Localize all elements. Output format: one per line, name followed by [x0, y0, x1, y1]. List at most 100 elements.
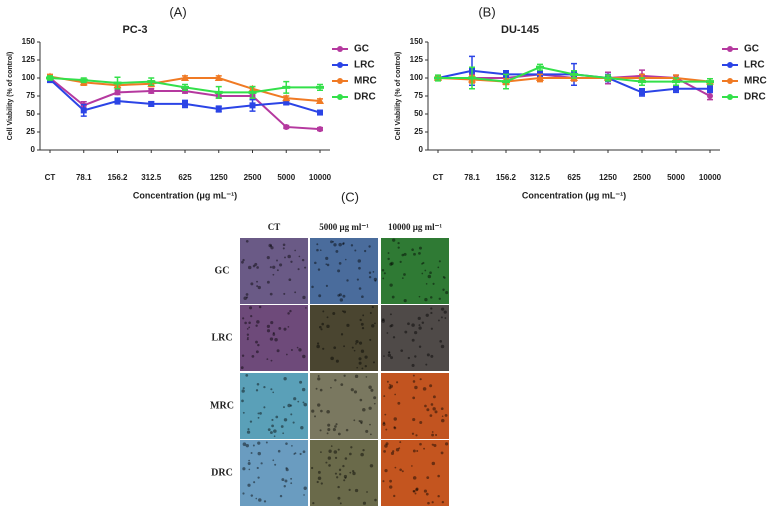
- cell-dot: [337, 485, 340, 489]
- cell-dot: [269, 337, 274, 341]
- cell-dot: [342, 294, 346, 298]
- cell-dot: [358, 266, 361, 270]
- marker: [673, 85, 679, 92]
- cell-dot: [332, 312, 336, 315]
- micrograph: [310, 238, 378, 304]
- cell-dot: [397, 401, 401, 405]
- cell-dot: [272, 391, 275, 394]
- cell-dot: [242, 442, 247, 446]
- cell-dot: [241, 354, 245, 357]
- cell-dot: [338, 262, 342, 265]
- cell-dot: [344, 258, 347, 261]
- cell-dot: [320, 409, 323, 413]
- cell-dot: [438, 297, 441, 300]
- cell-dot: [319, 325, 322, 329]
- cell-dot: [346, 323, 350, 327]
- micrograph: [310, 373, 378, 439]
- marker: [148, 87, 155, 94]
- cell-dot: [412, 380, 416, 383]
- cell-dot: [320, 482, 323, 485]
- cell-dot: [393, 426, 396, 429]
- cell-dot: [317, 470, 321, 474]
- marker: [707, 85, 713, 92]
- cell-dot: [383, 395, 386, 398]
- y-axis-label: Cell Viability (% of control): [7, 52, 14, 141]
- cell-dot: [396, 381, 399, 384]
- cell-dot: [281, 478, 285, 482]
- cell-dot: [419, 421, 423, 425]
- cell-dot: [360, 322, 364, 326]
- column-label: CT: [268, 222, 281, 232]
- cell-dot: [388, 351, 391, 354]
- cell-dot: [285, 353, 288, 356]
- cell-dot: [355, 343, 357, 345]
- marker: [638, 80, 646, 84]
- cell-dot: [432, 395, 436, 399]
- marker: [502, 80, 510, 84]
- cell-dot: [444, 413, 448, 417]
- cell-dot: [343, 474, 348, 479]
- cell-dot: [256, 466, 259, 470]
- cell-dot: [241, 399, 244, 403]
- cell-dot: [269, 431, 273, 435]
- cell-dot: [361, 326, 365, 330]
- micrograph: [381, 373, 449, 439]
- cell-dot: [437, 474, 440, 478]
- y-tick-label: 0: [419, 145, 424, 154]
- cell-dot: [290, 482, 293, 485]
- x-tick-label: 78.1: [464, 173, 480, 182]
- cell-dot: [442, 275, 445, 278]
- cell-dot: [369, 433, 372, 436]
- cell-dot: [258, 498, 262, 502]
- cell-dot: [302, 354, 306, 359]
- cell-dot: [316, 480, 319, 484]
- cell-dot: [316, 248, 319, 252]
- marker: [316, 97, 324, 105]
- cell-dot: [339, 502, 342, 505]
- cell-dot: [368, 271, 372, 274]
- cell-dot: [334, 425, 337, 428]
- cell-dot: [249, 420, 253, 423]
- cell-dot: [407, 322, 410, 326]
- y-tick-label: 25: [414, 127, 423, 136]
- cell-dot: [337, 432, 341, 436]
- cell-dot: [431, 431, 434, 433]
- cell-dot: [387, 252, 390, 254]
- y-tick-label: 125: [410, 55, 424, 64]
- micrograph: [310, 440, 378, 506]
- cell-dot: [316, 344, 320, 349]
- cell-dot: [393, 417, 397, 421]
- cell-dot: [242, 411, 245, 414]
- cell-dot: [414, 355, 417, 358]
- cell-dot: [411, 338, 415, 342]
- cell-dot: [328, 464, 331, 467]
- cell-dot: [243, 296, 247, 300]
- cell-dot: [245, 239, 249, 243]
- cell-dot: [242, 258, 245, 262]
- cell-dot: [435, 433, 438, 437]
- cell-dot: [247, 483, 251, 487]
- cell-dot: [411, 248, 414, 251]
- cell-dot: [246, 333, 250, 336]
- y-tick-label: 100: [22, 73, 36, 82]
- cell-dot: [360, 422, 363, 425]
- cell-dot: [412, 449, 416, 453]
- cell-dot: [257, 476, 260, 479]
- cell-dot: [256, 382, 260, 386]
- x-tick-label: 1250: [210, 173, 228, 182]
- cell-dot: [349, 471, 352, 474]
- cell-dot: [368, 385, 372, 389]
- cell-dot: [266, 329, 271, 333]
- cell-dot: [423, 489, 428, 493]
- cell-dot: [330, 356, 334, 361]
- cell-dot: [385, 442, 389, 446]
- cell-dot: [266, 358, 269, 361]
- cell-dot: [384, 413, 387, 416]
- column-label: 5000 μg ml⁻¹: [319, 222, 369, 232]
- cell-dot: [311, 285, 314, 289]
- cell-dot: [326, 432, 329, 435]
- marker: [148, 100, 155, 107]
- cell-dot: [283, 484, 286, 488]
- cell-dot: [354, 374, 359, 379]
- cell-dot: [325, 256, 329, 260]
